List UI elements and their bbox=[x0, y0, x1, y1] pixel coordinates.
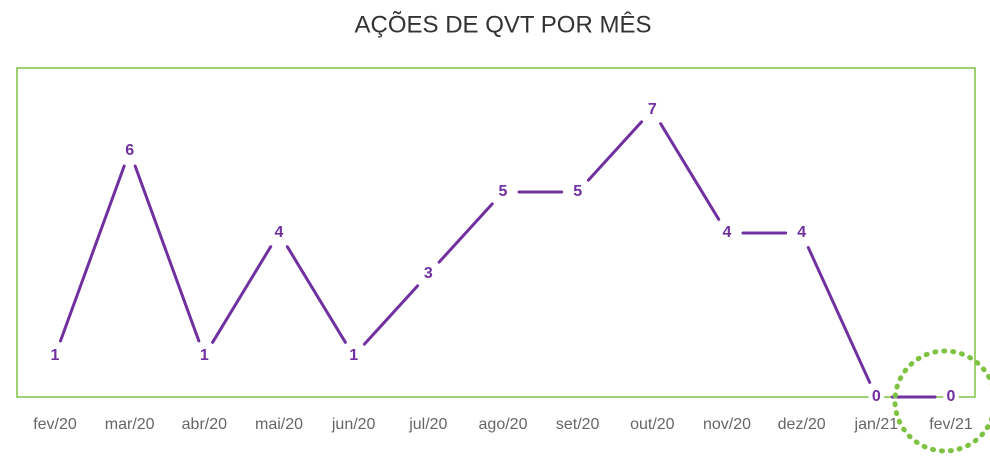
plot-frame bbox=[16, 67, 976, 398]
data-label: 1 bbox=[349, 347, 358, 364]
data-label: 4 bbox=[797, 224, 806, 241]
line-segment bbox=[133, 164, 201, 343]
data-label: 4 bbox=[275, 224, 284, 241]
data-label: 1 bbox=[200, 347, 209, 364]
line-segment bbox=[58, 164, 126, 343]
x-tick-label: abr/20 bbox=[182, 416, 227, 433]
data-label: 3 bbox=[424, 265, 433, 282]
data-label: 1 bbox=[51, 347, 60, 364]
x-tick-label: jun/20 bbox=[331, 416, 376, 433]
chart-title: AÇÕES DE QVT POR MÊS bbox=[355, 10, 652, 38]
x-tick-label: ago/20 bbox=[479, 416, 528, 433]
data-label: 6 bbox=[125, 142, 134, 159]
x-tick-label: nov/20 bbox=[703, 416, 751, 433]
line-segment bbox=[806, 246, 872, 384]
highlight-circle bbox=[892, 348, 990, 454]
line-segment bbox=[211, 245, 273, 344]
data-label: 0 bbox=[872, 388, 881, 405]
x-tick-label: jul/20 bbox=[408, 416, 447, 433]
data-label: 4 bbox=[723, 224, 732, 241]
line-segment bbox=[659, 122, 721, 221]
line-segment bbox=[437, 202, 494, 264]
x-tick-label: out/20 bbox=[630, 416, 675, 433]
data-label: 5 bbox=[573, 183, 582, 200]
data-label: 0 bbox=[947, 388, 956, 405]
data-label: 7 bbox=[648, 101, 657, 118]
line-segment bbox=[586, 120, 644, 182]
x-tick-label: mai/20 bbox=[255, 416, 303, 433]
x-tick-label: jan/21 bbox=[854, 416, 899, 433]
x-tick-label: mar/20 bbox=[105, 416, 155, 433]
x-tick-label: fev/20 bbox=[33, 416, 77, 433]
data-label: 5 bbox=[499, 183, 508, 200]
x-tick-label: fev/21 bbox=[929, 416, 973, 433]
x-tick-label: dez/20 bbox=[778, 416, 826, 433]
x-tick-label: set/20 bbox=[556, 416, 600, 433]
line-segment bbox=[362, 284, 420, 346]
line-segment bbox=[285, 245, 347, 344]
